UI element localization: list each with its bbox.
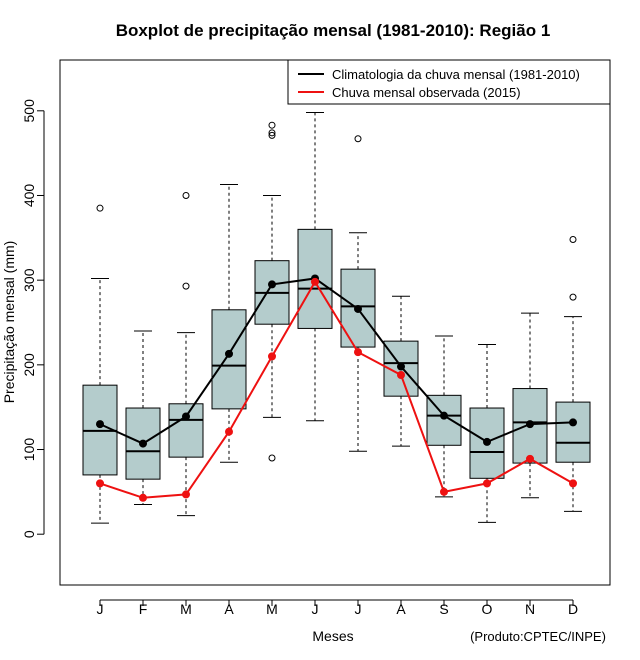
chart-title: Boxplot de precipitação mensal (1981-201… [116,21,551,40]
outlier-point [268,121,276,129]
x-tick-label-5: M [266,601,278,617]
legend: Climatologia da chuva mensal (1981-2010)… [287,59,611,105]
outlier-point [96,204,104,212]
outlier-point [569,236,577,244]
box-month-6 [297,112,333,422]
y-tick-label-100: 100 [21,438,37,462]
x-tick-label-10: O [482,601,493,617]
climatology-point-1 [96,420,104,429]
box-month-9 [426,335,462,498]
y-tick-label-0: 0 [21,530,37,538]
x-tick-label-9: S [439,601,448,617]
outlier-point [268,454,276,462]
x-tick-label-11: N [525,601,535,617]
climatology-point-4 [225,349,233,358]
plot-frame [59,59,611,586]
series-lines [96,274,577,502]
observed-line [99,279,574,499]
outlier-point [182,282,190,290]
box-iqr [168,403,204,458]
climatology-point-2 [139,439,147,448]
y-tick-label-200: 200 [21,353,37,377]
observed-point-11 [526,454,534,463]
climatology-point-9 [440,411,448,420]
y-tick-label-500: 500 [21,99,37,123]
observed-point-12 [569,479,577,488]
box-iqr [555,401,591,463]
box-month-2 [125,330,161,506]
box-month-3 [168,191,204,517]
x-tick-label-8: A [396,601,406,617]
y-tick-label-300: 300 [21,268,37,292]
x-tick-label-7: J [355,601,362,617]
box-month-5 [254,121,290,462]
x-tick-label-3: M [180,601,192,617]
box-iqr [211,309,247,410]
box-month-10 [469,344,505,523]
observed-point-1 [96,479,104,488]
x-tick-label-6: J [312,601,319,617]
observed-point-6 [311,277,319,286]
legend-label-observed: Chuva mensal observada (2015) [332,85,521,100]
box-month-1 [82,204,118,524]
outlier-point [354,135,362,143]
outlier-point [569,293,577,301]
x-tick-label-2: F [139,601,148,617]
climatology-point-12 [569,418,577,427]
credit-text: (Produto:CPTEC/INPE) [470,629,606,644]
observed-point-9 [440,487,448,496]
x-tick-label-12: D [568,601,578,617]
climatology-point-10 [483,437,491,446]
observed-point-2 [139,493,147,502]
observed-point-3 [182,490,190,499]
climatology-point-8 [397,362,405,371]
observed-point-10 [483,479,491,488]
legend-box [287,59,611,105]
box-month-12 [555,236,591,512]
observed-point-4 [225,427,233,436]
y-axis-label: Precipitação mensal (mm) [1,241,17,404]
legend-label-climatology: Climatologia da chuva mensal (1981-2010) [332,67,580,82]
x-tick-label-1: J [97,601,104,617]
climatology-line [99,277,574,445]
observed-point-7 [354,348,362,357]
box-month-4 [211,183,247,463]
climatology-point-5 [268,280,276,289]
outlier-point [268,129,276,137]
climatology-point-3 [182,412,190,421]
y-axis: 0 100 200 300 400 500 [21,99,45,538]
outlier-point [182,191,190,199]
climatology-point-7 [354,304,362,313]
climatology-point-11 [526,420,534,429]
x-tick-label-4: A [224,601,234,617]
outlier-point [268,131,276,139]
y-tick-label-400: 400 [21,184,37,208]
observed-point-5 [268,352,276,361]
x-axis-label: Meses [312,628,353,644]
box-month-7 [340,135,376,452]
box-month-11 [512,312,548,499]
observed-point-8 [397,371,405,379]
